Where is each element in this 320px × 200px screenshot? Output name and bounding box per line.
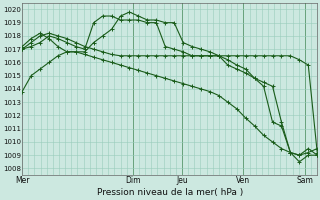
X-axis label: Pression niveau de la mer( hPa ): Pression niveau de la mer( hPa ) (97, 188, 243, 197)
